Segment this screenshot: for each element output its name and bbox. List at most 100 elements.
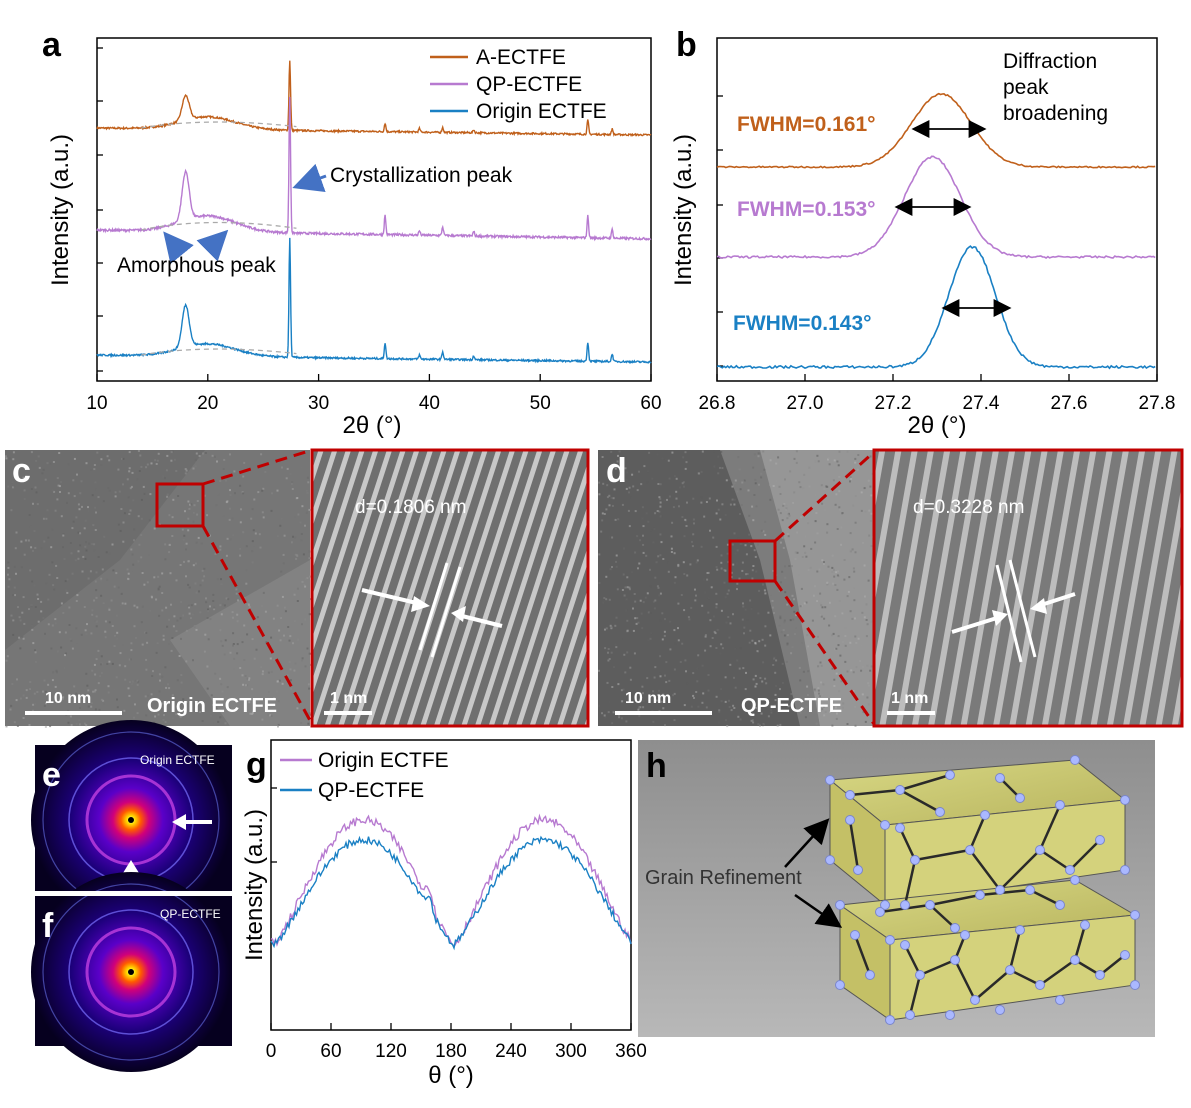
legend-label-qp-ectfe: QP-ECTFE (476, 73, 582, 96)
panel-b-label: b (676, 26, 697, 64)
panel-a-xticks: 10 20 30 40 50 60 (86, 374, 662, 414)
g-curve-1 (270, 835, 632, 951)
panel-g-xticks: 0 60 120 180 240 300 360 (266, 787, 647, 1062)
panel-f-label: f (42, 907, 54, 945)
broadening-label-3: broadening (1003, 102, 1108, 125)
g-xtick-label: 360 (615, 1041, 647, 1062)
g-xtick-label: 240 (495, 1041, 527, 1062)
lattice-arrow-c-right (457, 613, 503, 628)
amorphous-peak-label: Amorphous peak (117, 254, 276, 277)
panel-b-yticks (717, 95, 723, 367)
a-xtick-label: 10 (86, 393, 107, 414)
tem-c-d-spacing: d=0.1806 nm (355, 497, 466, 518)
fwhm-a-ectfe: FWHM=0.161° (737, 113, 876, 136)
grain-arrow-upper (784, 818, 830, 868)
panel-g-legend: Origin ECTFE QP-ECTFE (280, 749, 449, 802)
panel-e-saed: Origin ECTFE (31, 720, 232, 920)
fwhm-qp-ectfe: FWHM=0.153° (737, 198, 876, 221)
tem-d-roi-box (728, 539, 777, 583)
panel-b-series (716, 92, 1156, 370)
lattice-line-d-1 (995, 564, 1023, 663)
tem-c-zoom (310, 448, 590, 728)
panel-e-label: e (42, 756, 61, 794)
amorphous-arrow-2 (196, 229, 229, 262)
a-xtick-label: 50 (530, 393, 551, 414)
b-xtick-label: 26.8 (699, 393, 736, 414)
panel-a-xlabel: 2θ (°) (343, 412, 402, 439)
lattice-line-c-1 (418, 562, 449, 651)
broadening-label-2: peak (1003, 76, 1049, 99)
g-xtick-label: 0 (266, 1041, 277, 1062)
panel-a-ylabel: Intensity (a.u.) (47, 134, 74, 286)
broadening-label-1: Diffraction (1003, 50, 1097, 73)
panel-h-schematic: Grain Refinement (638, 740, 1155, 1037)
g-xtick-label: 120 (375, 1041, 407, 1062)
lattice-line-d-2 (1008, 559, 1037, 658)
lattice-line-c-2 (430, 566, 462, 658)
b-xtick-label: 27.2 (875, 393, 912, 414)
tem-c-roi-box (155, 482, 205, 528)
panel-g-ylabel: Intensity (a.u.) (241, 809, 268, 961)
panel-a-label: a (42, 26, 62, 64)
b-curve-2 (716, 245, 1156, 370)
a-curve-0 (96, 60, 652, 138)
tem-d-zoom (872, 448, 1184, 728)
panel-c-tem: 10 nm Origin ECTFE d=0.1806 nm 1 nm (5, 448, 590, 728)
panel-d-label: d (606, 452, 627, 490)
tem-c-sample-label: Origin ECTFE (147, 695, 277, 717)
panel-g-label: g (246, 746, 267, 784)
legend-label-origin-ectfe: Origin ECTFE (476, 100, 607, 123)
tem-c-zoom-line-top (202, 448, 313, 486)
tem-c-zoom-scale-label: 1 nm (330, 690, 367, 707)
panel-a-series (96, 60, 652, 364)
tem-d-sample-label: QP-ECTFE (741, 695, 842, 717)
tem-c-scale-label: 10 nm (45, 690, 91, 707)
panel-g-series (270, 813, 632, 951)
panel-b-frame (716, 37, 1158, 382)
tem-d-d-spacing: d=0.3228 nm (913, 497, 1024, 518)
grain-refinement-label: Grain Refinement (645, 867, 802, 889)
g-xtick-label: 300 (555, 1041, 587, 1062)
panel-a-yticks (97, 47, 103, 372)
a-xtick-label: 30 (308, 393, 329, 414)
grain-arrow-lower (794, 893, 843, 928)
saed-e-sample: Origin ECTFE (140, 753, 215, 767)
panel-b-xlabel: 2θ (°) (908, 412, 967, 439)
fwhm-origin-ectfe: FWHM=0.143° (733, 312, 872, 335)
g-curve-0 (270, 813, 632, 949)
panel-b-ylabel: Intensity (a.u.) (670, 134, 697, 286)
panel-h-label: h (646, 747, 667, 785)
legend-label-g-qp: QP-ECTFE (318, 779, 424, 802)
panel-g-xlabel: θ (°) (428, 1062, 474, 1089)
saed-f-sample: QP-ECTFE (160, 907, 221, 921)
crystallization-peak-label: Crystallization peak (330, 164, 513, 187)
a-xtick-label: 40 (419, 393, 440, 414)
a-xtick-label: 60 (640, 393, 661, 414)
b-xtick-label: 27.6 (1051, 393, 1088, 414)
tem-d-scale-label: 10 nm (625, 690, 671, 707)
tem-d-zoom-line-bottom (773, 580, 876, 725)
crystallization-arrow (292, 163, 327, 193)
legend-label-g-origin: Origin ECTFE (318, 749, 449, 772)
b-curve-1 (716, 155, 1156, 259)
b-curve-0 (716, 92, 1156, 169)
b-xtick-label: 27.0 (787, 393, 824, 414)
panel-b-xticks: 26.8 27.0 27.2 27.4 27.6 27.8 (699, 374, 1176, 414)
legend-label-a-ectfe: A-ECTFE (476, 46, 566, 69)
panel-a-legend: A-ECTFE QP-ECTFE Origin ECTFE (430, 46, 607, 123)
g-xtick-label: 180 (435, 1041, 467, 1062)
amorphous-arrow-1 (163, 231, 194, 265)
a-curve-1 (96, 96, 652, 242)
tem-d-zoom-scale-label: 1 nm (891, 690, 928, 707)
a-curve-2 (96, 237, 652, 364)
panel-d-tem: 10 nm QP-ECTFE d=0.3228 nm 1 nm (598, 448, 1184, 728)
b-xtick-label: 27.4 (963, 393, 1000, 414)
panel-f-saed: QP-ECTFE (31, 872, 232, 1072)
a-xtick-label: 20 (197, 393, 218, 414)
b-xtick-label: 27.8 (1139, 393, 1176, 414)
tem-d-zoom-line-top (773, 450, 876, 543)
panel-c-label: c (12, 452, 31, 490)
lattice-arrow-d-left (951, 615, 1001, 634)
g-xtick-label: 60 (320, 1041, 341, 1062)
